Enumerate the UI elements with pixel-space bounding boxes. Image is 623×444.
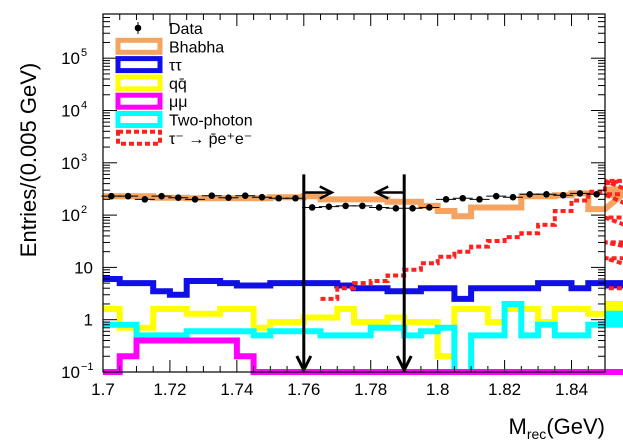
data-point xyxy=(576,190,584,197)
legend-label: ττ xyxy=(169,58,182,75)
data-point xyxy=(275,194,283,202)
data-point xyxy=(258,193,266,201)
x-axis-label: Mrec(GeV) xyxy=(509,414,605,442)
y-tick-label: 10 xyxy=(61,49,80,68)
data-point xyxy=(476,196,483,203)
legend-label: Bhabha xyxy=(169,39,224,56)
window-arrow-head-left xyxy=(373,185,389,200)
x-tick-label: 1.84 xyxy=(555,380,588,399)
data-point xyxy=(593,190,600,198)
legend-label: τ⁻ → p̄e⁺e⁻ xyxy=(169,131,252,148)
y-tick-label-exponent: 5 xyxy=(81,47,87,59)
y-tick-label-exponent: 2 xyxy=(81,204,87,216)
data-point xyxy=(325,203,333,210)
series-3-histogram xyxy=(103,301,623,375)
x-tick-label: 1.82 xyxy=(488,380,521,399)
legend-label: qq̄ xyxy=(169,76,187,93)
data-point xyxy=(359,202,366,210)
series-4-histogram xyxy=(103,337,623,375)
data-point xyxy=(141,196,149,203)
data-point xyxy=(375,204,383,211)
data-point xyxy=(492,192,500,200)
y-tick-label-exponent: 4 xyxy=(81,99,87,111)
data-point xyxy=(158,192,165,200)
data-point xyxy=(543,190,550,198)
x-tick-label: 1.7 xyxy=(91,380,115,399)
data-point xyxy=(559,191,567,199)
data-point xyxy=(175,194,182,202)
legend-swatch xyxy=(115,37,163,55)
data-point xyxy=(409,204,416,212)
data-point xyxy=(108,192,115,200)
data-point xyxy=(308,204,316,211)
data-point xyxy=(526,190,533,198)
y-tick-label-exponent: 3 xyxy=(81,152,87,164)
legend-swatch xyxy=(115,74,163,92)
series-layer xyxy=(103,178,623,375)
x-tick-label: 1.78 xyxy=(354,380,387,399)
data-point xyxy=(509,193,517,201)
legend-swatch xyxy=(115,56,163,74)
legend-label: Data xyxy=(169,21,203,38)
data-point xyxy=(426,204,433,211)
data-point xyxy=(191,196,199,203)
data-point xyxy=(292,194,299,202)
x-tick-label: 1.74 xyxy=(220,380,253,399)
legend-label: μμ xyxy=(169,94,187,111)
data-point xyxy=(208,192,216,199)
data-point xyxy=(392,204,400,212)
series-2-histogram xyxy=(103,301,623,360)
data-points xyxy=(101,190,607,212)
y-tick-label: 1 xyxy=(84,311,93,330)
data-point xyxy=(124,192,132,200)
x-tick-label: 1.8 xyxy=(426,380,450,399)
legend-marker-data xyxy=(134,24,142,32)
y-tick-label: 10 xyxy=(74,258,93,277)
x-tick-label: 1.72 xyxy=(153,380,186,399)
y-tick-label: 10 xyxy=(61,101,80,120)
legend-swatch-dashed xyxy=(116,129,162,146)
x-tick-label: 1.76 xyxy=(287,380,320,399)
data-point xyxy=(241,192,249,199)
data-point xyxy=(459,194,467,202)
y-tick-label: 10 xyxy=(61,363,80,382)
legend-swatch xyxy=(115,111,163,128)
data-point xyxy=(225,194,232,202)
y-tick-label-exponent: −1 xyxy=(81,361,94,373)
legend-label: Two-photon xyxy=(169,113,253,130)
data-point xyxy=(342,202,349,210)
window-arrow-head-right xyxy=(319,185,335,200)
series-5-histogram xyxy=(320,178,623,301)
y-axis-label: Entries/(0.005 GeV) xyxy=(16,63,41,257)
data-point xyxy=(442,196,450,203)
y-tick-label: 10 xyxy=(61,206,80,225)
y-tick-label: 10 xyxy=(61,154,80,173)
legend-swatch xyxy=(115,92,163,110)
